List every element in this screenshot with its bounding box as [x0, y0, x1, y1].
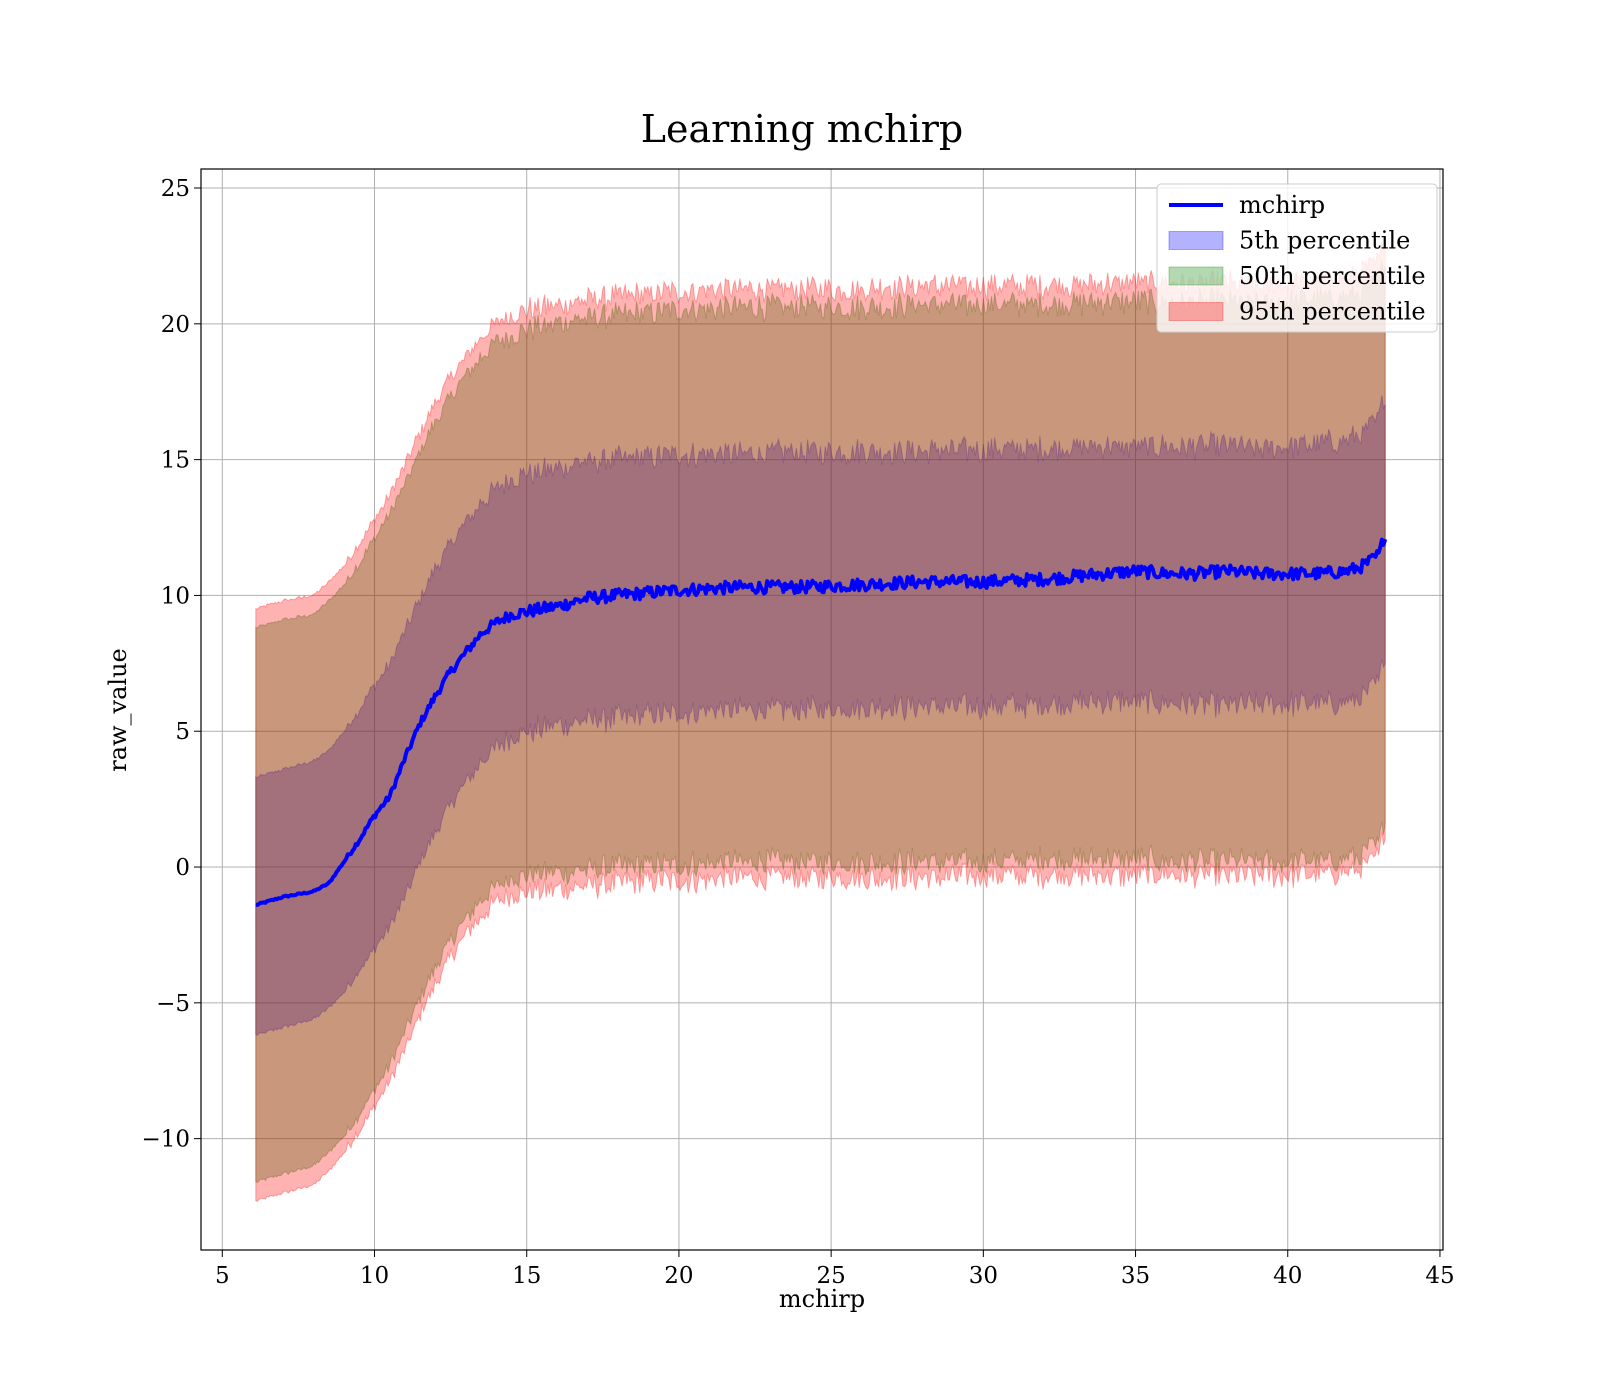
legend-patch-swatch	[1168, 266, 1224, 286]
y-tick-label: −5	[156, 991, 190, 1017]
y-tick-label: −10	[141, 1127, 190, 1153]
legend-label: 95th percentile	[1239, 298, 1426, 326]
x-tick-label: 5	[215, 1263, 230, 1289]
y-axis: −10 −5 0 5 10 15 20 25	[141, 176, 201, 1153]
plot-frame	[200, 168, 1444, 1251]
legend-box	[1156, 183, 1438, 333]
line-mchirp	[255, 537, 1388, 907]
band-5th-percentile	[255, 395, 1386, 1036]
x-tick-label: 20	[664, 1263, 693, 1289]
legend-label: mchirp	[1239, 191, 1325, 219]
y-tick-label: 25	[161, 176, 190, 202]
y-tick-label: 10	[161, 583, 190, 609]
x-axis: 5 10 15 20 25 30 35 40 45	[215, 1250, 1455, 1289]
chart-title: Learning mchirp	[641, 107, 963, 151]
band-50th-percentile	[255, 259, 1386, 1184]
y-tick-label: 15	[161, 448, 190, 474]
x-tick-label: 45	[1425, 1263, 1454, 1289]
y-tick-label: 5	[175, 719, 190, 745]
y-tick-label: 20	[161, 312, 190, 338]
legend-item: 50th percentile	[1168, 262, 1426, 290]
legend-patch-swatch	[1168, 302, 1224, 321]
legend: mchirp 5th percentile 50th percentile 95th …	[1156, 183, 1438, 333]
legend-patch-swatch	[1168, 231, 1224, 250]
legend-label: 50th percentile	[1239, 262, 1426, 290]
legend-item: 95th percentile	[1168, 298, 1426, 326]
x-axis-label: mchirp	[779, 1285, 865, 1313]
series-lines	[255, 537, 1388, 907]
legend-item: mchirp	[1169, 191, 1325, 219]
percentile-bands	[255, 241, 1386, 1202]
x-tick-label: 10	[360, 1263, 389, 1289]
band-95th-percentile	[255, 241, 1386, 1202]
x-tick-label: 15	[512, 1263, 541, 1289]
y-tick-label: 0	[175, 855, 190, 881]
x-tick-label: 40	[1273, 1263, 1302, 1289]
y-axis-label: raw_value	[104, 648, 132, 772]
legend-label: 5th percentile	[1239, 227, 1410, 255]
legend-item: 5th percentile	[1168, 227, 1410, 255]
x-tick-label: 25	[816, 1263, 845, 1289]
grid	[201, 169, 1443, 1250]
x-tick-label: 35	[1121, 1263, 1150, 1289]
x-tick-label: 30	[969, 1263, 998, 1289]
